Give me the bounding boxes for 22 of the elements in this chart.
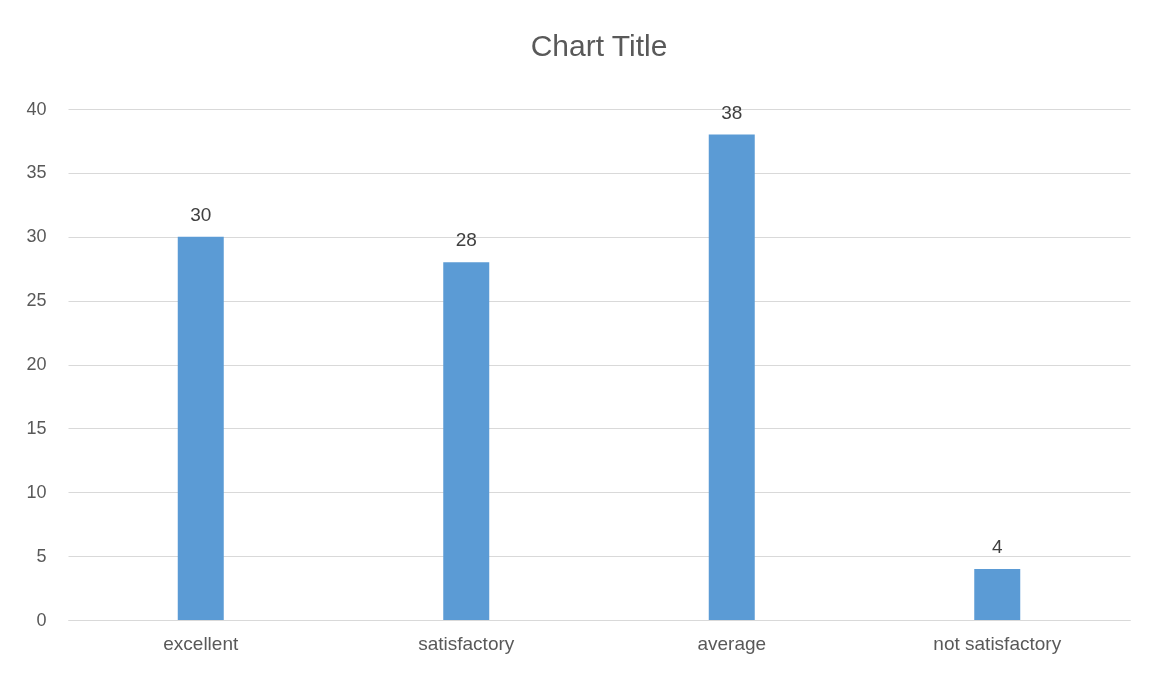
x-tick-label: satisfactory: [418, 632, 515, 654]
y-tick-label: 25: [26, 290, 47, 311]
bar: [974, 568, 1021, 620]
y-tick-label: 30: [26, 226, 47, 247]
y-tick-label: 40: [26, 98, 47, 119]
data-label: 38: [721, 101, 743, 123]
y-tick-label: 20: [26, 354, 47, 374]
y-tick-label: 35: [26, 162, 47, 183]
y-tick-label: 10: [26, 481, 47, 502]
bar: [708, 134, 755, 620]
x-tick-label: not satisfactory: [933, 632, 1062, 654]
bar: [177, 236, 224, 620]
y-tick-label: 5: [36, 545, 47, 566]
x-tick-label: average: [697, 632, 767, 654]
data-label: 30: [190, 203, 212, 225]
data-label: 28: [455, 229, 477, 251]
bar: [443, 262, 490, 620]
data-label: 4: [991, 535, 1003, 557]
y-tick-label: 0: [36, 609, 47, 630]
chart-title: Chart Title: [530, 29, 668, 62]
y-tick-label: 15: [26, 417, 47, 438]
x-tick-label: excellent: [163, 632, 239, 654]
